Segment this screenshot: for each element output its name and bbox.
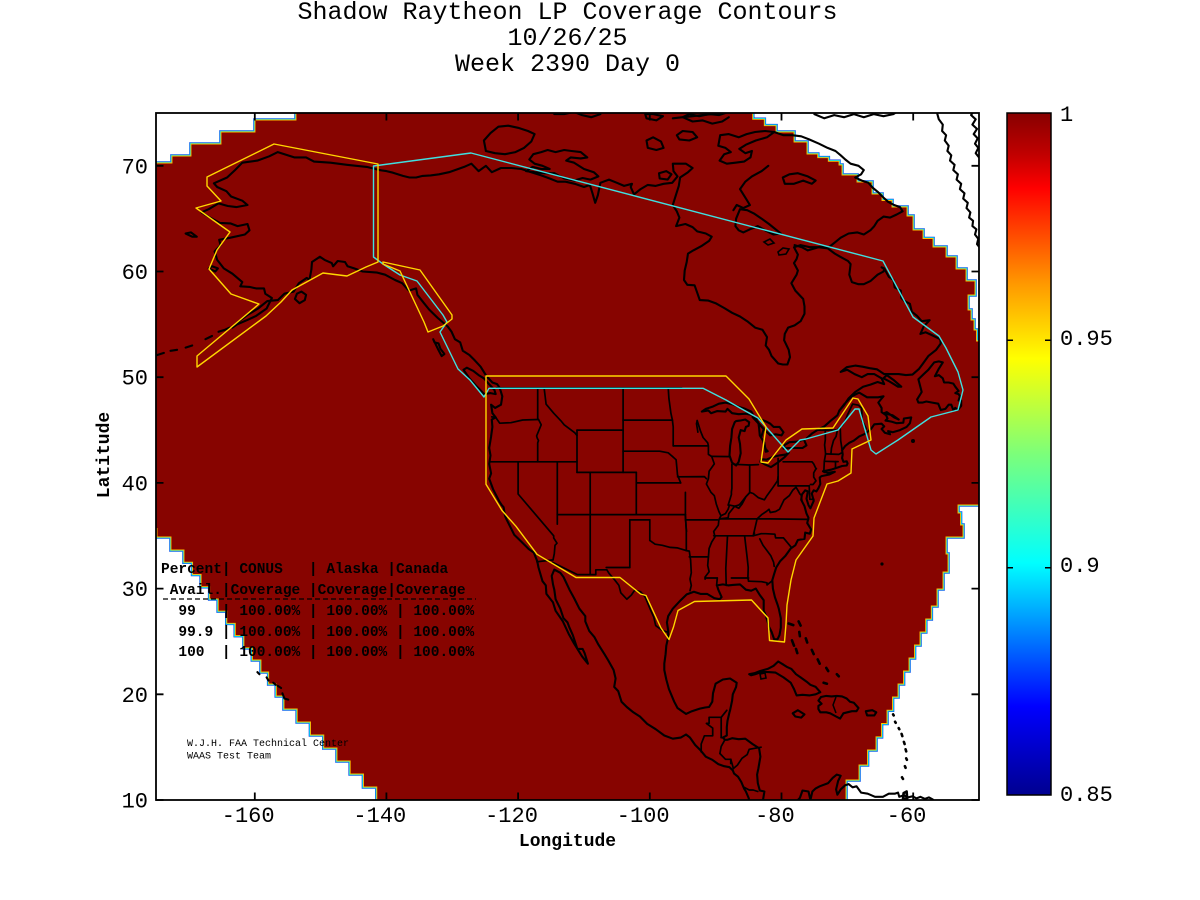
svg-text:100 | 100.00% | 100.00% | 100: 100 | 100.00% | 100.00% | 100.00% (161, 645, 475, 661)
svg-text:-140: -140 (353, 804, 406, 829)
svg-text:10/26/25: 10/26/25 (507, 24, 627, 53)
svg-text:W.J.H. FAA Technical Center: W.J.H. FAA Technical Center (187, 738, 349, 750)
svg-text:Shadow Raytheon LP Coverage Co: Shadow Raytheon LP Coverage Contours (297, 0, 837, 27)
svg-text:0.9: 0.9 (1060, 554, 1100, 579)
svg-text:1: 1 (1060, 103, 1073, 128)
svg-text:10: 10 (122, 790, 148, 815)
svg-text:Avail.|Coverage |Coverage|Cove: Avail.|Coverage |Coverage|Coverage (161, 583, 466, 599)
svg-text:-100: -100 (617, 804, 670, 829)
svg-text:60: 60 (122, 261, 148, 286)
svg-text:40: 40 (122, 472, 148, 497)
svg-text:50: 50 (122, 367, 148, 392)
svg-text:99 | 100.00% | 100.00% | 100: 99 | 100.00% | 100.00% | 100.00% (161, 604, 475, 620)
svg-text:0.85: 0.85 (1060, 783, 1113, 808)
svg-text:WAAS Test Team: WAAS Test Team (187, 752, 271, 763)
svg-text:Longitude: Longitude (519, 832, 616, 852)
svg-text:20: 20 (122, 684, 148, 709)
svg-text:30: 30 (122, 578, 148, 603)
svg-text:99.9 | 100.00% | 100.00% | 100: 99.9 | 100.00% | 100.00% | 100.00% (161, 625, 475, 641)
svg-text:Latitude: Latitude (95, 412, 115, 498)
svg-text:-60: -60 (887, 804, 927, 829)
svg-text:Week 2390 Day 0: Week 2390 Day 0 (455, 50, 680, 79)
svg-text:Percent| CONUS | Alaska |Can: Percent| CONUS | Alaska |Canada (161, 562, 448, 578)
svg-text:0.95: 0.95 (1060, 327, 1113, 352)
svg-text:-160: -160 (222, 804, 275, 829)
svg-text:-120: -120 (485, 804, 538, 829)
svg-text:-80: -80 (755, 804, 795, 829)
svg-text:70: 70 (122, 155, 148, 180)
